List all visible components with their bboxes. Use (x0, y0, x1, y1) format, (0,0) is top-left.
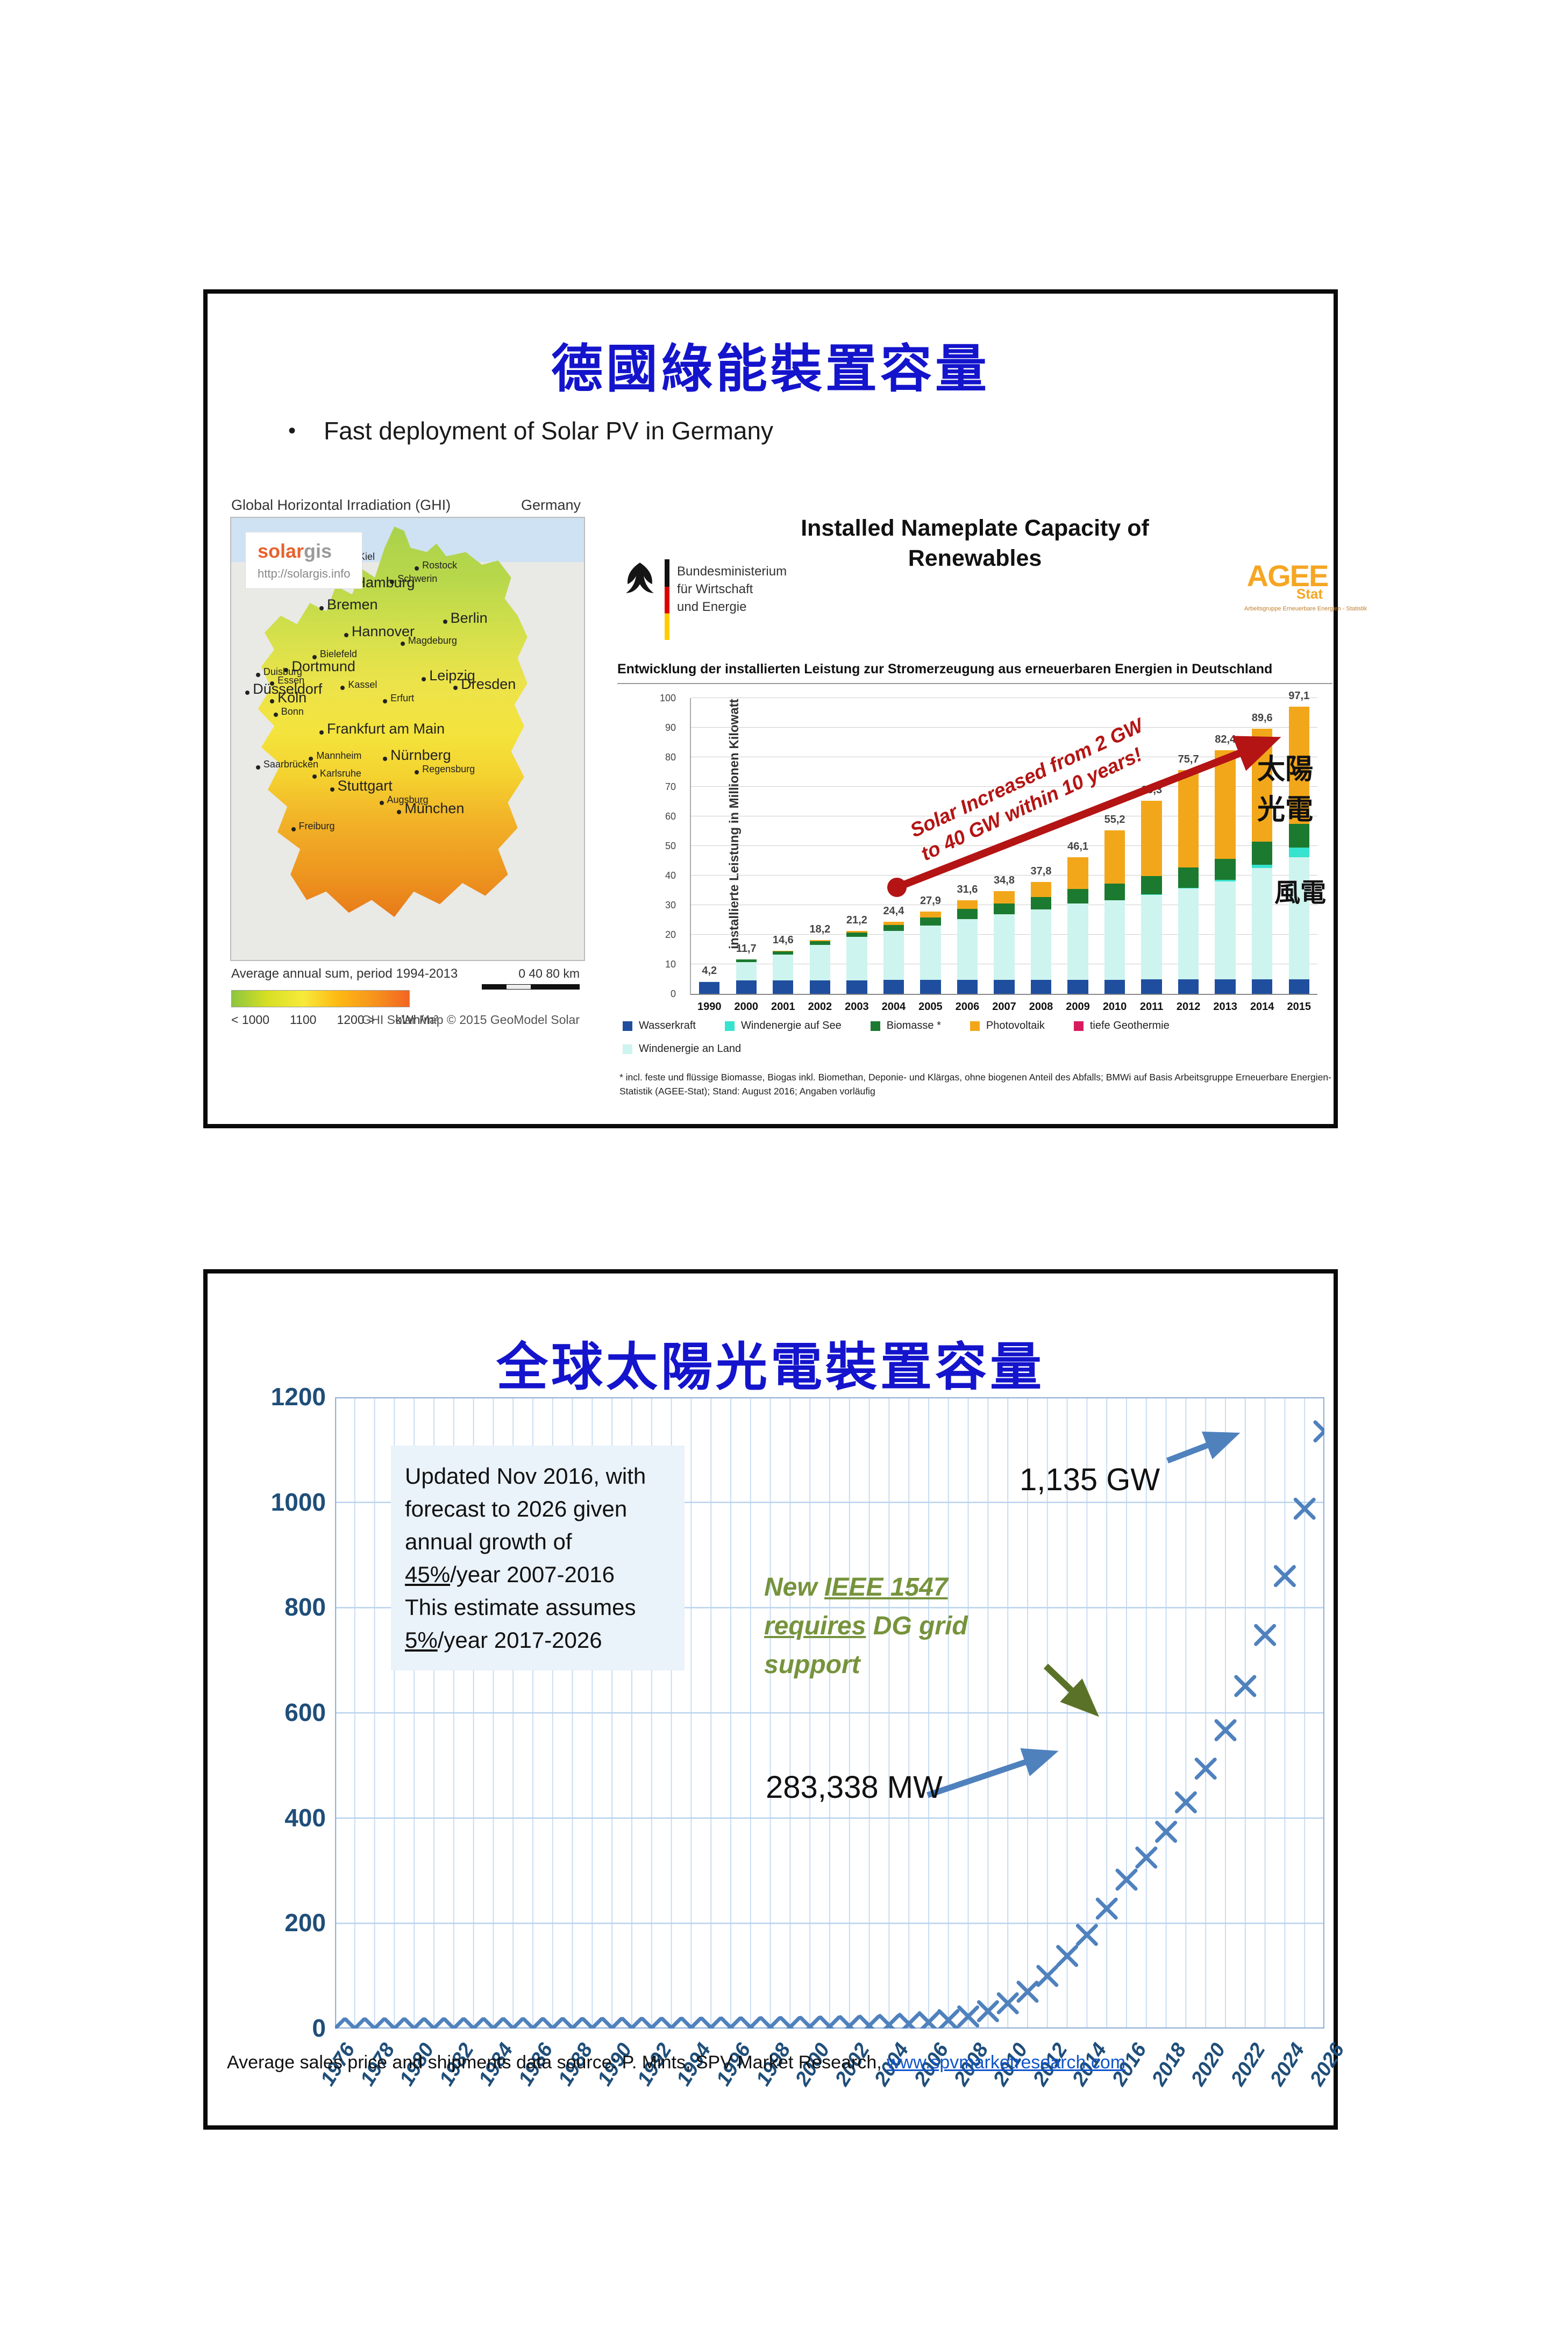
scalebar-labels: 0 40 80 km (518, 966, 580, 980)
slide2-title: 全球太陽光電裝置容量 (496, 1339, 1045, 1396)
solargis-logo-text2: gis (304, 540, 332, 562)
legend-item: tiefe Geothermie (1073, 1020, 1170, 1032)
chart-subtitle: Entwicklung der installierten Leistung z… (617, 661, 1273, 677)
green-line2: requires DG grid (764, 1612, 968, 1640)
footnote-line1: * incl. feste und flüssige Biomasse, Bio… (619, 1072, 1331, 1083)
bar-2003: 21,2 2003 (845, 914, 869, 1013)
global-y-axis-ticks: 0 200 400 600 800 1000 1200 (270, 1383, 326, 2042)
bar-2001: 14,6 2001 (771, 934, 795, 1013)
map-header-left: Global Horizontal Irradiation (GHI) (231, 497, 451, 513)
scalebar (482, 984, 580, 990)
ramp-label: kWh/m² (395, 1013, 438, 1027)
agee-logo: AGEE Stat Arbeitsgruppe Erneuerbare Ener… (1244, 559, 1367, 615)
chart-title-line1: Installed Nameplate Capacity of (801, 515, 1149, 541)
slide1-title: 德國綠能裝置容量 (551, 340, 990, 398)
bar-2015: 97,1 2015 (1287, 689, 1311, 1013)
map-legend-title: Average annual sum, period 1994-2013 (231, 966, 458, 981)
map-header-right: Germany (521, 497, 581, 513)
legend-item: Photovoltaik (970, 1020, 1045, 1032)
chart-legend: Wasserkraft Windenergie auf See Biomasse *… (623, 1020, 1332, 1066)
ghi-map-panel: Global Horizontal Irradiation (GHI) Germ… (230, 497, 585, 1047)
note-line1: Updated Nov 2016, with (405, 1463, 646, 1489)
divider (617, 683, 1332, 684)
color-ramp (231, 990, 410, 1007)
renewables-chart-panel: Installed Nameplate Capacity of Renewabl… (617, 510, 1367, 1128)
map-legend: Average annual sum, period 1994-2013 < 1… (230, 966, 583, 1047)
solar-pv-label: 太陽光電 (1257, 754, 1314, 826)
forecast-note-box: Updated Nov 2016, with forecast to 2026 … (391, 1446, 685, 1670)
solargis-url: http://solargis.info (258, 567, 351, 580)
bar-2002: 18,2 2002 (808, 923, 832, 1013)
chart-footnote: * incl. feste und flüssige Biomasse, Bio… (619, 1070, 1332, 1098)
stacked-bar-plot: 4,2 1990 11,7 2000 14,6 2001 18,2 2002 21,2 2003 2… (690, 689, 1317, 1013)
ramp-label: < 1000 (231, 1013, 269, 1027)
bar-2009: 46,1 2009 (1066, 841, 1090, 1013)
bmwi-logo: Bundesministerium für Wirtschaft und Ene… (621, 559, 787, 640)
solargis-logo-text: solar (258, 540, 304, 562)
bar-1990: 4,2 1990 (697, 964, 722, 1013)
bmwi-line3: und Energie (677, 600, 747, 614)
bullet-icon: • (288, 419, 296, 443)
federal-eagle-icon (626, 563, 654, 593)
source-link[interactable]: www.spvmarketresearch.com (887, 2052, 1126, 2073)
agee-logo-text: AGEE (1246, 559, 1329, 593)
slide-germany: 德國綠能裝置容量 • Fast deployment of Solar PV in… (203, 289, 1367, 1128)
bar-2007: 34,8 2007 (992, 874, 1016, 1013)
ramp-label: 1100 (290, 1013, 317, 1027)
bmwi-text: Bundesministerium für Wirtschaft und Ene… (677, 559, 787, 616)
label-283338-mw: 283,338 MW (766, 1770, 943, 1805)
bar-2013: 82,4 2013 (1213, 733, 1237, 1013)
note-line3: annual growth of (405, 1529, 572, 1554)
bar-2014: 89,6 2014 (1250, 712, 1274, 1013)
bullet-text: Fast deployment of Solar PV in Germany (324, 417, 774, 445)
note-line4: 45%/year 2007-2016 (405, 1562, 615, 1587)
agee-logo-caption: Arbeitsgruppe Erneuerbare Energien - Sta… (1244, 606, 1367, 612)
source-line: Average sales price and shipments data s… (227, 2052, 1125, 2073)
agee-logo-sub: Stat (1296, 586, 1323, 602)
slide-global-pv: 全球太陽光電裝置容量 0 200 400 600 800 1000 1200 1976 197… (203, 1269, 1349, 2130)
legend-item: Windenergie an Land (623, 1043, 741, 1055)
green-line1: New IEEE 1547 (764, 1573, 948, 1602)
bar-2005: 27,9 2005 (918, 894, 943, 1013)
note-line6: 5%/year 2017-2026 (405, 1627, 602, 1653)
legend-item: Biomasse * (870, 1020, 941, 1032)
green-line3: support (764, 1650, 860, 1679)
map-credit: GHI Solar Map © 2015 GeoModel Solar (361, 1013, 580, 1027)
solargis-logo: solargis http://solargis.info (245, 532, 363, 589)
legend-item: Windenergie auf See (724, 1020, 842, 1032)
chart-title-line2: Renewables (908, 545, 1042, 571)
ramp-label: 1200 > (337, 1013, 375, 1027)
color-ramp-labels: < 1000 1100 1200 > kWh/m² (231, 1013, 468, 1027)
wind-label: 風電 (1274, 879, 1327, 907)
footnote-line2: Statistik (AGEE-Stat); Stand: August 201… (619, 1086, 875, 1097)
map-header: Global Horizontal Irradiation (GHI) Germ… (230, 497, 583, 517)
bar-2004: 24,4 2004 (881, 905, 906, 1013)
source-text: Average sales price and shipments data s… (227, 2052, 887, 2073)
chart-title: Installed Nameplate Capacity of Renewabl… (617, 513, 1332, 573)
label-1135-gw: 1,135 GW (1020, 1462, 1160, 1497)
bmwi-line2: für Wirtschaft (677, 582, 753, 596)
note-line5: This estimate assumes (405, 1595, 636, 1620)
bmwi-line1: Bundesministerium (677, 564, 787, 579)
legend-item: Wasserkraft (623, 1020, 696, 1032)
y-axis-ticks: 0 10 20 30 40 50 60 70 80 90 100 (659, 693, 676, 999)
germany-irradiation-map: solargis http://solargis.info Kiel Rostoc… (230, 517, 585, 961)
bullet-item: • Fast deployment of Solar PV in Germany (288, 416, 773, 445)
flag-stripe (665, 559, 669, 640)
bar-2000: 11,7 2000 (734, 942, 759, 1013)
note-line2: forecast to 2026 given (405, 1496, 628, 1521)
ieee-1547-note: New IEEE 1547 requires DG grid support (764, 1568, 968, 1684)
map-scalebar: 0 40 80 km (482, 966, 580, 990)
